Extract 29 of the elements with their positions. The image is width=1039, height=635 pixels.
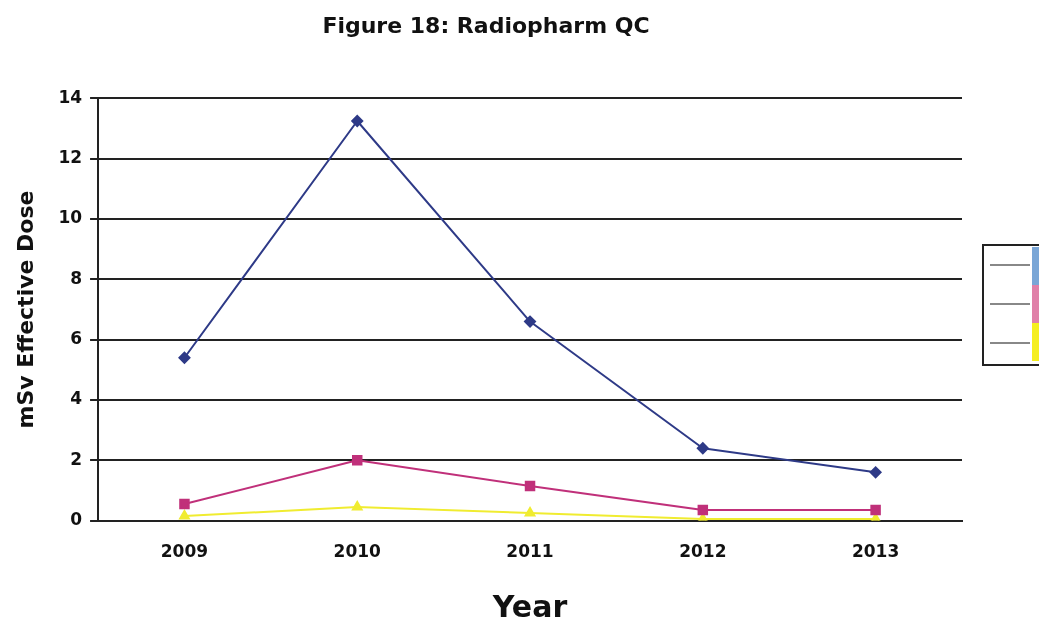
- y-tick-label: 10: [58, 207, 83, 228]
- point: [179, 510, 190, 520]
- y-tick-label: 0: [70, 509, 83, 530]
- point: [351, 501, 363, 511]
- y-tick-label: 6: [70, 328, 83, 349]
- x-axis-title: Year: [491, 588, 568, 624]
- point: [352, 455, 363, 466]
- point: [869, 466, 882, 479]
- y-tick-label: 2: [70, 448, 83, 469]
- point: [696, 442, 709, 455]
- point: [524, 507, 536, 517]
- y-tick-label: 12: [58, 147, 83, 168]
- y-axis-title: mSv Effective Dose: [12, 190, 38, 429]
- point: [178, 351, 191, 364]
- y-tick-label: 4: [70, 388, 83, 409]
- point: [870, 504, 881, 516]
- x-tick-label: 2009: [160, 541, 209, 562]
- x-tick-label: 2011: [506, 541, 554, 562]
- point: [524, 480, 536, 492]
- x-tick-label: 2013: [851, 541, 900, 562]
- y-tick-label: 8: [70, 267, 83, 288]
- chart-title: Figure 18: Radiopharm QC: [322, 12, 650, 38]
- y-tick-label: 14: [58, 86, 83, 107]
- x-tick-label: 2010: [333, 541, 382, 562]
- x-tick-label: 2012: [679, 541, 727, 562]
- point: [179, 498, 190, 510]
- point: [524, 315, 537, 328]
- point: [697, 504, 709, 516]
- point: [351, 115, 364, 128]
